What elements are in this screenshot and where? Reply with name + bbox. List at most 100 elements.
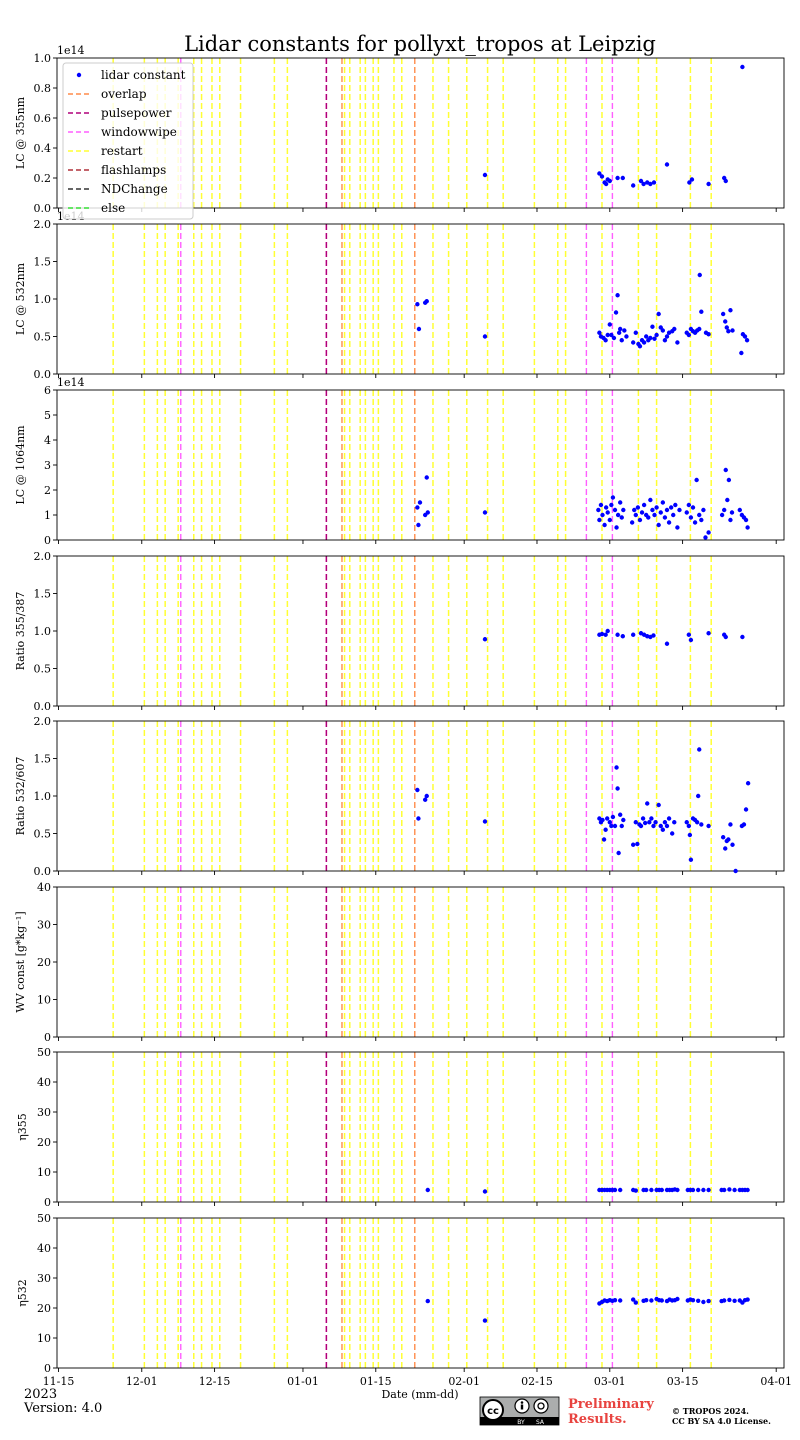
- data-point: [652, 512, 657, 518]
- data-point: [662, 338, 668, 343]
- data-point: [664, 162, 670, 167]
- data-point: [703, 535, 708, 540]
- data-point: [649, 1187, 654, 1193]
- cc-by-sa-icon: cc BY SA: [479, 1396, 560, 1426]
- data-point: [617, 500, 623, 505]
- data-point: [721, 507, 727, 513]
- data-point: [424, 299, 429, 304]
- data-point: [415, 787, 420, 793]
- legend-entry-restart: restart: [101, 144, 143, 158]
- data-point: [699, 309, 704, 314]
- data-point: [600, 512, 605, 518]
- panel-frame: [56, 555, 785, 707]
- data-point: [671, 512, 676, 518]
- data-point: [654, 332, 659, 338]
- data-point: [684, 510, 689, 515]
- y-tick-label: 2.0: [34, 550, 52, 563]
- data-point: [611, 335, 617, 341]
- data-point: [745, 781, 751, 786]
- data-point: [672, 326, 677, 332]
- data-point: [639, 510, 645, 515]
- preliminary-label-line2: Results.: [568, 1412, 627, 1427]
- data-point: [637, 344, 643, 349]
- data-point: [597, 517, 602, 523]
- data-point: [415, 302, 420, 307]
- copyright-line1: © TROPOS 2024.: [672, 1406, 749, 1416]
- data-point: [737, 507, 742, 513]
- data-point: [721, 1187, 727, 1193]
- y-tick-label: 0.8: [34, 82, 52, 95]
- data-point: [646, 515, 651, 520]
- data-point: [649, 1298, 654, 1303]
- data-point: [617, 326, 623, 332]
- data-point: [706, 1298, 711, 1304]
- y-tick-label: 50: [37, 1046, 51, 1059]
- data-point: [728, 308, 733, 313]
- data-point: [743, 517, 749, 523]
- data-point: [612, 507, 618, 513]
- legend-entry-lidar-constant: lidar constant: [101, 68, 186, 82]
- data-point: [602, 522, 607, 528]
- data-point: [417, 500, 423, 505]
- y-offset-label: 1e14: [57, 44, 85, 57]
- y-tick-label: 20: [37, 956, 51, 969]
- data-point: [597, 171, 602, 176]
- data-point: [603, 505, 609, 510]
- data-point: [482, 172, 488, 178]
- data-point: [612, 1298, 618, 1303]
- data-point: [416, 522, 421, 528]
- data-point: [672, 820, 677, 825]
- data-point: [630, 1297, 636, 1302]
- data-point: [699, 517, 704, 523]
- data-point: [645, 801, 650, 806]
- data-point: [668, 505, 674, 510]
- data-point: [610, 814, 616, 820]
- panel-frame: [56, 720, 785, 872]
- data-point: [741, 822, 747, 827]
- year-label: 2023: [24, 1387, 57, 1402]
- panel-3: 0 1 2 3 4 5 6 1e14 LC @ 1064nm: [14, 376, 785, 547]
- data-point: [612, 823, 618, 829]
- legend-entry-ndchange: NDChange: [101, 182, 168, 196]
- data-point: [635, 841, 640, 847]
- preliminary-label-line1: Preliminary: [568, 1397, 654, 1412]
- data-point: [607, 820, 612, 825]
- data-point: [656, 311, 661, 317]
- data-point: [416, 816, 421, 821]
- data-point: [697, 272, 702, 278]
- data-point: [617, 1187, 623, 1193]
- data-point: [482, 637, 488, 642]
- data-point: [616, 330, 622, 335]
- data-point: [482, 819, 488, 824]
- svg-text:cc: cc: [487, 1406, 499, 1417]
- data-point: [706, 181, 711, 187]
- y-axis-label: LC @ 1064nm: [14, 425, 27, 505]
- data-point: [706, 631, 711, 636]
- data-point: [688, 515, 694, 520]
- y-tick-label: 0: [44, 1362, 51, 1375]
- data-point: [743, 807, 749, 812]
- data-point: [609, 823, 614, 829]
- y-axis-label: η355: [16, 1113, 29, 1141]
- data-point: [723, 634, 728, 640]
- data-point: [654, 505, 659, 510]
- panel-frame: [56, 57, 785, 209]
- data-point: [650, 507, 655, 513]
- data-point: [635, 505, 641, 510]
- data-point: [615, 632, 620, 637]
- y-tick-label: 2.0: [34, 715, 52, 728]
- data-point: [675, 1296, 680, 1302]
- data-point: [629, 520, 635, 525]
- data-point: [619, 515, 624, 520]
- data-point: [690, 1187, 696, 1193]
- y-tick-label: 10: [37, 1166, 51, 1179]
- data-point: [745, 1297, 750, 1302]
- data-point: [697, 747, 702, 752]
- data-point: [656, 802, 661, 808]
- data-point: [632, 507, 637, 513]
- data-point: [686, 632, 692, 637]
- data-point: [723, 846, 728, 851]
- data-point: [730, 328, 735, 333]
- y-axis-label: LC @ 532nm: [14, 262, 27, 335]
- data-point: [597, 330, 602, 335]
